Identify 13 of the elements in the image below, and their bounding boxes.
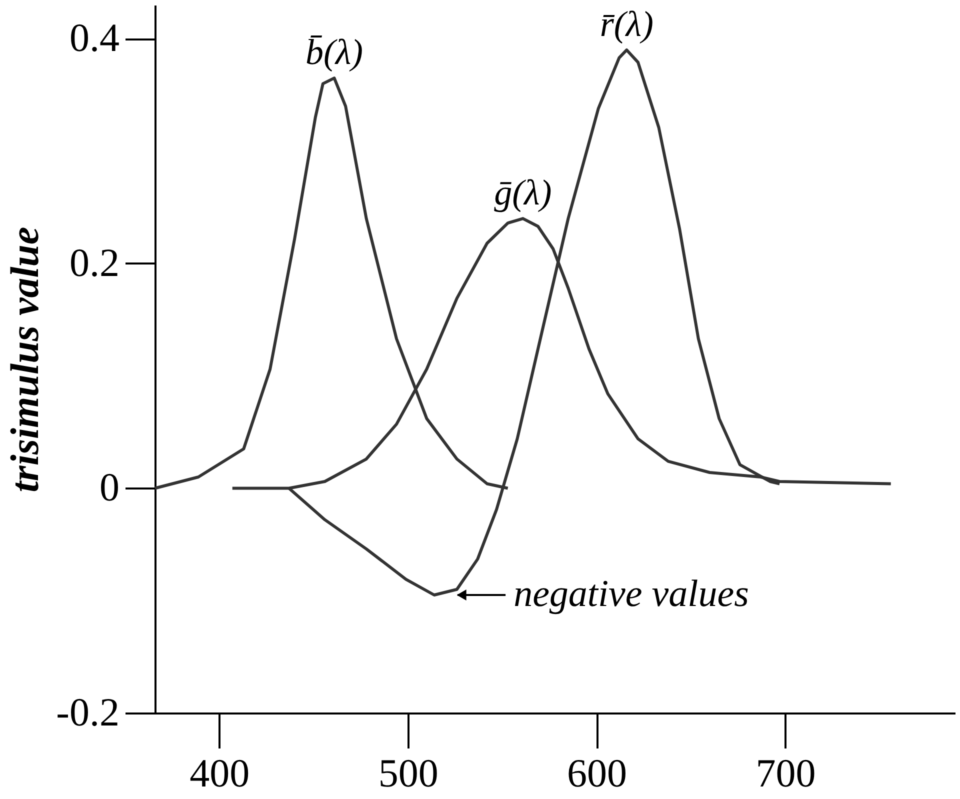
- x-tick-label: 700: [756, 750, 816, 796]
- x-tick-label: 500: [378, 750, 438, 796]
- y-tick-label: 0.4: [70, 15, 120, 60]
- x-tick-label: 600: [567, 750, 628, 796]
- y-tick-label: 0.2: [70, 240, 120, 285]
- y-tick-label: 0: [100, 464, 120, 510]
- y-tick-label: -0.2: [56, 690, 120, 734]
- annotation: negative values: [514, 573, 749, 615]
- x-tick-label: 400: [190, 750, 250, 796]
- series-label: r̄(λ): [600, 4, 654, 44]
- y-axis-title: trisimulus value: [2, 226, 48, 492]
- series-label: ḡ(λ): [494, 172, 552, 213]
- series-label: b̄(λ): [305, 32, 364, 72]
